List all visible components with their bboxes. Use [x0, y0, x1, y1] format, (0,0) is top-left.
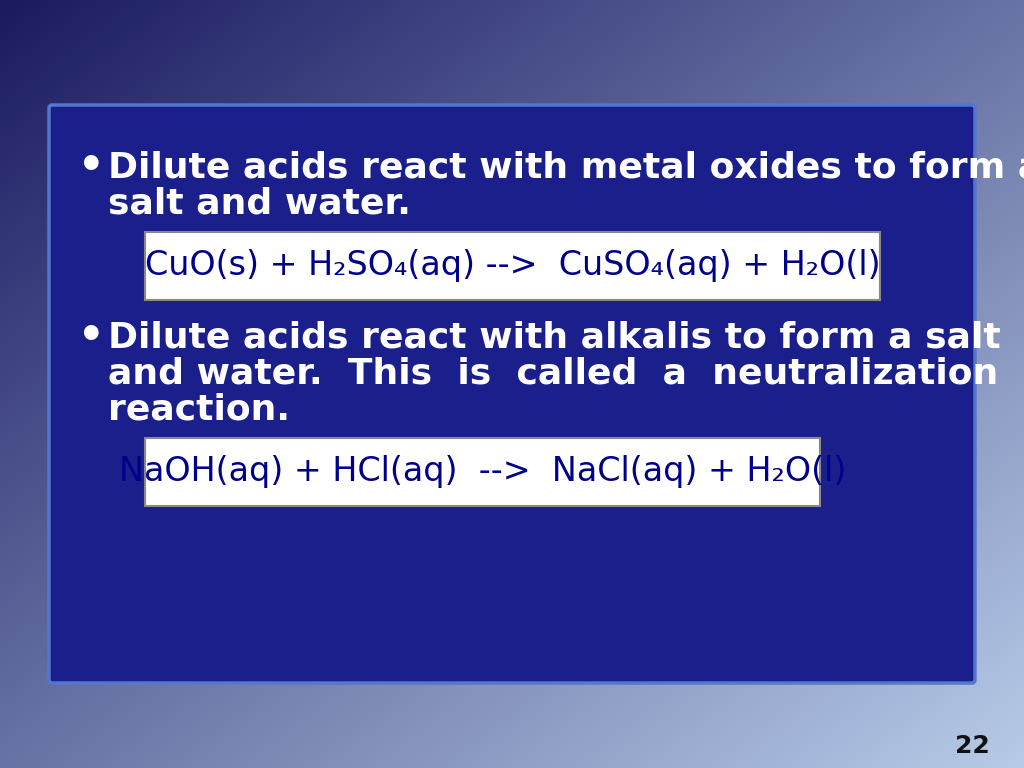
Text: reaction.: reaction. [108, 393, 290, 427]
Text: Dilute acids react with metal oxides to form a: Dilute acids react with metal oxides to … [108, 151, 1024, 185]
Text: NaOH(aq) + HCl(aq)  -->  NaCl(aq) + H₂O(l): NaOH(aq) + HCl(aq) --> NaCl(aq) + H₂O(l) [119, 455, 846, 488]
Text: Dilute acids react with alkalis to form a salt: Dilute acids react with alkalis to form … [108, 321, 1000, 355]
Text: •: • [78, 145, 104, 187]
FancyBboxPatch shape [145, 438, 820, 506]
Text: salt and water.: salt and water. [108, 187, 411, 221]
Text: and water.  This  is  called  a  neutralization: and water. This is called a neutralizati… [108, 357, 998, 391]
Text: CuO(s) + H₂SO₄(aq) -->  CuSO₄(aq) + H₂O(l): CuO(s) + H₂SO₄(aq) --> CuSO₄(aq) + H₂O(l… [144, 250, 881, 283]
Text: 22: 22 [955, 734, 990, 758]
FancyBboxPatch shape [49, 105, 975, 683]
Text: •: • [78, 315, 104, 357]
FancyBboxPatch shape [145, 232, 880, 300]
